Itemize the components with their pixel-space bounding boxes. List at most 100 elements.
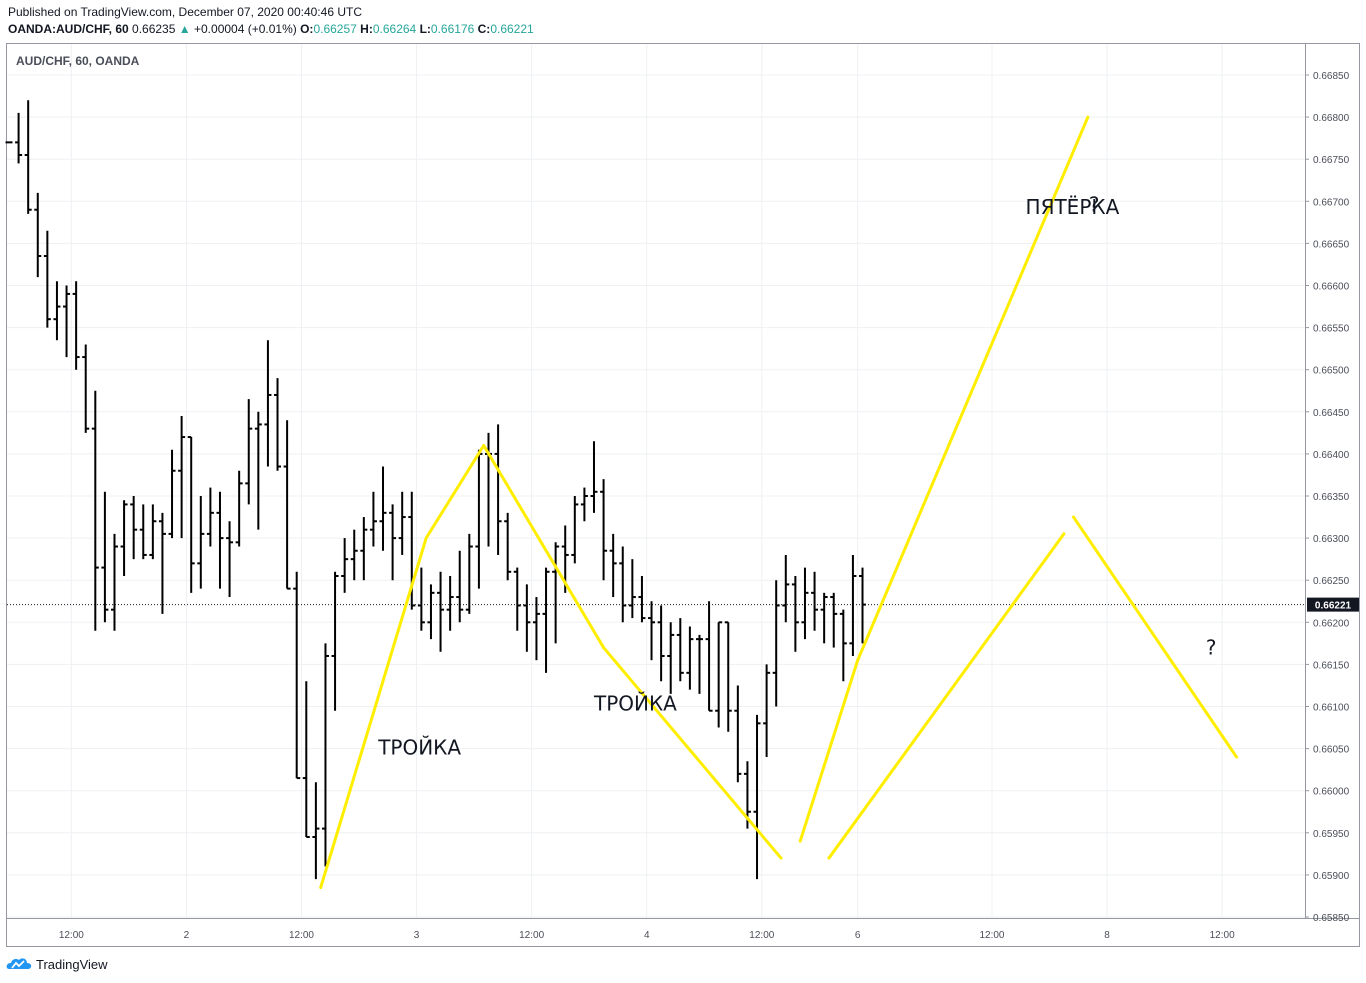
y-tick-label: 0.66200 (1313, 618, 1350, 629)
x-tick-label: 12:00 (1210, 930, 1235, 941)
ohlc-bar (91, 390, 99, 631)
ohlc-bar (580, 487, 588, 522)
open-value: 0.66257 (313, 22, 357, 36)
ohlc-bar (120, 500, 128, 576)
x-tick-label: 12:00 (749, 930, 774, 941)
ohlc-bar (149, 504, 157, 560)
ohlc-bar (849, 554, 857, 656)
x-tick-label: 12:00 (59, 930, 84, 941)
y-tick-label: 0.66450 (1313, 408, 1350, 419)
current-price-tag (1307, 597, 1359, 612)
ohlc-bar (312, 782, 320, 880)
ohlc-bar (101, 491, 109, 623)
ohlc-bar (178, 416, 186, 539)
ohlc-bar (130, 496, 138, 560)
wave-annotation-label: ТРОЙКА (593, 692, 677, 716)
ohlc-bar (206, 487, 214, 547)
ohlc-bar (168, 449, 176, 539)
ohlc-bar (676, 618, 684, 682)
ohlc-bar (513, 567, 521, 631)
wave-line (602, 646, 783, 860)
ohlc-bar (139, 504, 147, 560)
ohlc-bar (571, 496, 579, 564)
ohlc-bar (648, 601, 656, 661)
ohlc-bar (82, 344, 90, 433)
ohlc-bar (715, 621, 723, 728)
ohlc-bar (504, 512, 512, 581)
high-value: 0.66264 (372, 22, 417, 36)
x-tick-label: 3 (414, 930, 420, 941)
y-tick-label: 0.66150 (1313, 660, 1350, 671)
low-value: 0.66176 (430, 22, 475, 36)
close-label: C: (477, 22, 491, 36)
y-tick-label: 0.66000 (1313, 787, 1350, 798)
ohlc-bar (254, 411, 262, 530)
ohlc-bar (235, 470, 243, 547)
wave-annotation-label: ? (1089, 192, 1100, 216)
wave-line (482, 443, 606, 650)
wave-line (1071, 515, 1239, 759)
tradingview-logo-icon (6, 958, 32, 969)
ohlc-bar (437, 571, 445, 652)
ohlc-bar (158, 512, 166, 614)
tradingview-footer[interactable]: TradingView (6, 956, 108, 972)
ohlc-bar (782, 554, 790, 623)
ohlc-bar (801, 567, 809, 640)
ohlc-legend: OANDA:AUD/CHF, 60 0.66235 ▲ +0.00004 (+0… (8, 22, 534, 36)
ohlc-bar (456, 550, 464, 623)
ohlc-bar (379, 466, 387, 551)
ohlc-bar (695, 634, 703, 694)
ohlc-bar (753, 714, 761, 880)
ohlc-bar (475, 449, 483, 589)
ohlc-bar (532, 597, 540, 661)
ohlc-bar (465, 533, 473, 614)
ohlc-bar (72, 281, 80, 370)
ohlc-bar (552, 542, 560, 644)
ohlc-bar (274, 378, 282, 471)
wave-line (319, 536, 428, 890)
y-tick-label: 0.66100 (1313, 703, 1350, 714)
ohlc-bar (734, 685, 742, 783)
ohlc-bar (657, 605, 665, 682)
ohlc-bar (331, 571, 339, 711)
y-tick-label: 0.66700 (1313, 197, 1350, 208)
ohlc-bar (15, 112, 23, 164)
y-tick-label: 0.65850 (1313, 913, 1350, 924)
ohlc-bar (494, 424, 502, 555)
y-tick-label: 0.66300 (1313, 534, 1350, 545)
grid-lines (7, 44, 1305, 918)
close-value: 0.66221 (490, 22, 534, 36)
ohlc-bar (341, 538, 349, 593)
ohlc-bar (321, 643, 329, 867)
tradingview-brand: TradingView (36, 956, 108, 972)
ohlc-bar (686, 626, 694, 690)
ohlc-bar (523, 584, 531, 652)
ohlc-bar (542, 567, 550, 673)
ohlc-bar (63, 285, 71, 358)
ohlc-bars (5, 100, 867, 880)
ohlc-bar (811, 571, 819, 631)
ohlc-bar (53, 281, 61, 341)
ohlc-bar (417, 567, 425, 631)
ohlc-bar (590, 441, 598, 513)
y-tick-label: 0.66600 (1313, 282, 1350, 293)
wave-line (798, 658, 860, 843)
ohlc-bar (763, 664, 771, 758)
ohlc-bar (264, 340, 272, 467)
symbol-label: OANDA:AUD/CHF, 60 (8, 22, 129, 36)
y-tick-label: 0.66050 (1313, 745, 1350, 756)
ohlc-bar (360, 517, 368, 581)
x-tick-label: 8 (1104, 930, 1110, 941)
x-tick-label: 12:00 (289, 930, 314, 941)
ohlc-bar (427, 584, 435, 640)
last-price: 0.66235 (132, 22, 176, 36)
x-tick-label: 12:00 (519, 930, 544, 941)
ohlc-bar (830, 592, 838, 648)
wave-line (827, 532, 1066, 860)
ohlc-bar (446, 575, 454, 631)
ohlc-bar (245, 399, 253, 505)
ohlc-bar (197, 496, 205, 589)
up-triangle-icon: ▲ (178, 22, 191, 36)
ohlc-bar (600, 479, 608, 581)
